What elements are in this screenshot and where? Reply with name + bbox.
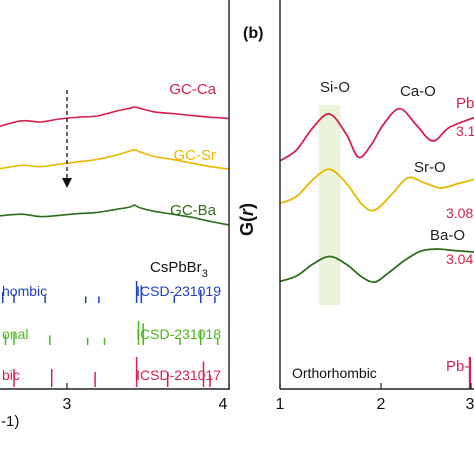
pdf-curve-gc-ca <box>279 107 474 162</box>
phase-label-text: CsPbBr <box>150 259 202 276</box>
xrd-curve-gc-ba <box>0 204 230 226</box>
panel-a-tick-label-3: 3 <box>63 396 72 413</box>
panel-b-tick-label-2: 2 <box>377 396 386 413</box>
peak-label-pb-dash: Pb- <box>446 358 469 375</box>
phase-label-cspbbr3: CsPbBr3 <box>150 259 208 280</box>
peak-label-si-o: Si-O <box>320 79 350 96</box>
panel-b-y-axis-label: G(r) <box>237 203 257 236</box>
panel-a-x-axis-label: -1) <box>1 413 19 430</box>
series-label-gc-sr: GC-Sr <box>174 147 217 164</box>
peak-label-ca-o: Ca-O <box>400 83 436 100</box>
ref-card-label-2: ICSD-231018 <box>136 326 221 342</box>
phase-label-subscript: 3 <box>202 268 208 280</box>
pdf-curve-gc-sr <box>279 168 474 212</box>
panel-b-curves <box>279 107 474 283</box>
series-label-gc-ca: GC-Ca <box>169 81 216 98</box>
distance-label-sr: 3.08 <box>446 205 473 221</box>
series-label-gc-ba: GC-Ba <box>170 202 217 219</box>
panel-a: 3 4 -1) GC-Ca GC-Sr GC-Ba CsPbBr3 hombic… <box>0 0 230 430</box>
panel-a-curves <box>0 106 230 226</box>
panel-a-tick-label-4: 4 <box>219 396 228 413</box>
ref-card-label-1: ICSD-231019 <box>136 283 221 299</box>
pdf-curve-gc-ba <box>279 248 474 283</box>
ref-card-label-3: ICSD-231017 <box>136 367 221 383</box>
si-o-highlight-band <box>318 105 341 305</box>
panel-b-tick-label-3: 3 <box>466 396 474 413</box>
panel-b: 1 2 3 (b) G(r) Si-O Ca-O Sr-O Ba-O Pb Pb… <box>237 0 474 413</box>
ref-phase-label-2: onal <box>2 326 28 342</box>
distance-label-ca: 3.1 <box>456 123 474 139</box>
panel-a-reference-patterns <box>1 281 219 387</box>
panel-b-label: (b) <box>243 25 263 42</box>
distance-label-ba: 3.04 <box>446 251 473 267</box>
ref-phase-label-3: bic <box>2 367 20 383</box>
peak-label-ba-o: Ba-O <box>430 227 465 244</box>
peak-shift-arrowhead <box>62 178 72 188</box>
ref-phase-label-1: hombic <box>2 283 47 299</box>
xrd-curve-gc-ca <box>0 106 230 128</box>
xrd-curve-gc-sr <box>0 148 230 170</box>
reference-label-orthorhombic: Orthorhombic <box>292 365 377 381</box>
peak-label-sr-o: Sr-O <box>414 159 446 176</box>
peak-label-pb: Pb <box>456 95 474 112</box>
panel-b-tick-label-1: 1 <box>276 396 285 413</box>
